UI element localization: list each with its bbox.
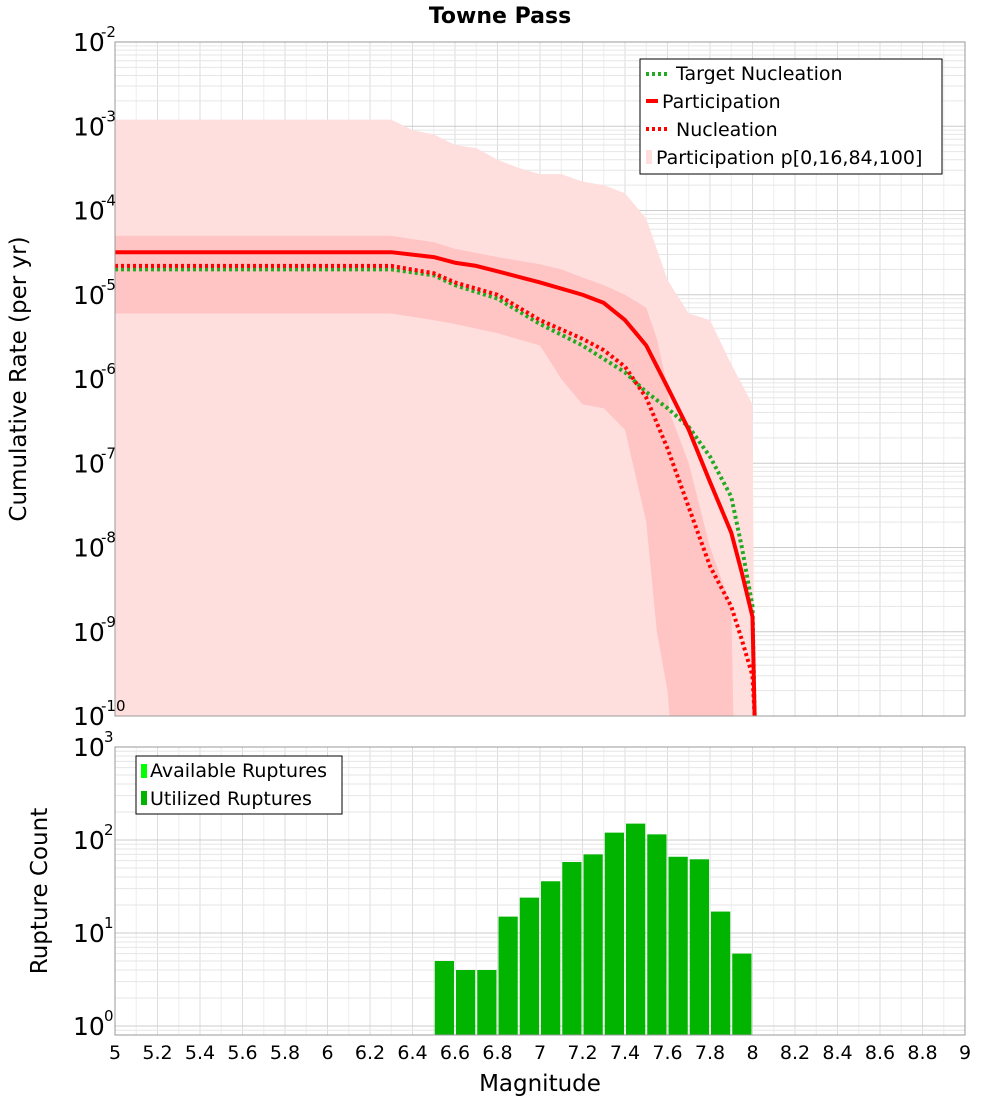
bottom-y-tick-exponent: 3 bbox=[104, 728, 114, 746]
legend-label-participation: Participation bbox=[662, 91, 781, 113]
x-tick-label: 7.6 bbox=[652, 1042, 682, 1064]
bottom-plot-frame bbox=[114, 746, 966, 1036]
legend-swatch-available-ruptures bbox=[141, 764, 147, 778]
bar-utilized-ruptures bbox=[498, 916, 518, 1035]
top-y-tick-exponent: -9 bbox=[101, 613, 116, 631]
x-axis-label: Magnitude bbox=[479, 1071, 601, 1097]
x-tick-label: 5.8 bbox=[270, 1042, 300, 1064]
bar-utilized-ruptures bbox=[519, 897, 539, 1035]
x-tick-label: 5.6 bbox=[227, 1042, 257, 1064]
legend-label-target-nucleation: Target Nucleation bbox=[675, 63, 843, 85]
top-y-tick-label: 10 bbox=[73, 365, 105, 394]
x-tick-label: 8.4 bbox=[822, 1042, 852, 1064]
bar-utilized-ruptures bbox=[541, 881, 561, 1035]
top-y-tick-label: 10 bbox=[73, 197, 105, 226]
x-tick-label: 8 bbox=[746, 1042, 758, 1064]
bottom-y-tick-label: 10 bbox=[73, 826, 105, 855]
chart-title: Towne Pass bbox=[429, 4, 571, 29]
bottom-y-tick-label: 10 bbox=[73, 733, 105, 762]
top-y-tick-label: 10 bbox=[73, 534, 105, 563]
bar-utilized-ruptures bbox=[668, 856, 688, 1035]
bar-utilized-ruptures bbox=[732, 953, 752, 1035]
bottom-y-tick-label: 10 bbox=[73, 1012, 105, 1041]
bar-utilized-ruptures bbox=[477, 969, 497, 1035]
x-tick-label: 7 bbox=[534, 1042, 546, 1064]
top-plot-frame bbox=[114, 41, 966, 717]
x-tick-label: 5 bbox=[109, 1042, 121, 1064]
top-y-axis-label: Cumulative Rate (per yr) bbox=[6, 236, 32, 521]
bottom-y-tick-label: 10 bbox=[73, 919, 105, 948]
x-tick-label: 8.8 bbox=[907, 1042, 937, 1064]
top-y-tick-exponent: -10 bbox=[101, 697, 126, 715]
bottom-y-tick-exponent: 0 bbox=[104, 1007, 114, 1025]
x-tick-label: 8.2 bbox=[780, 1042, 810, 1064]
x-tick-label: 7.4 bbox=[610, 1042, 640, 1064]
bottom-y-tick-exponent: 1 bbox=[104, 914, 114, 932]
x-tick-label: 6.2 bbox=[355, 1042, 385, 1064]
bottom-y-axis-label: Rupture Count bbox=[27, 808, 53, 974]
x-tick-label: 6.4 bbox=[397, 1042, 427, 1064]
top-legend: Target Nucleation Participation Nucleati… bbox=[639, 58, 943, 175]
top-y-tick-label: 10 bbox=[73, 281, 105, 310]
top-y-tick-exponent: -8 bbox=[101, 529, 116, 547]
top-y-tick-label: 10 bbox=[73, 618, 105, 647]
top-legend-box bbox=[639, 58, 943, 175]
top-y-tick-label: 10 bbox=[73, 449, 105, 478]
band-participation-16-84 bbox=[115, 235, 734, 717]
top-lines bbox=[115, 250, 757, 717]
top-y-tick-label: 10 bbox=[73, 112, 105, 141]
x-tick-label: 6.6 bbox=[440, 1042, 470, 1064]
legend-swatch-utilized-ruptures bbox=[141, 791, 147, 805]
legend-label-utilized-ruptures: Utilized Ruptures bbox=[150, 788, 312, 810]
top-bands bbox=[115, 119, 755, 717]
x-tick-label: 5.2 bbox=[142, 1042, 172, 1064]
x-tick-label: 7.2 bbox=[567, 1042, 597, 1064]
bottom-legend: Available Ruptures Utilized Ruptures bbox=[135, 755, 343, 815]
series-target-nucleation bbox=[115, 267, 757, 717]
top-y-tick-exponent: -6 bbox=[101, 360, 116, 378]
bottom-x-ticks: 5 5.2 5.4 5.6 5.8 6 6.2 6.4 6.6 6.8 7 7.2 7.4 7.6 7.8 8… bbox=[109, 1042, 971, 1064]
bar-utilized-ruptures bbox=[689, 859, 709, 1035]
bar-utilized-ruptures bbox=[711, 911, 731, 1035]
bar-utilized-ruptures bbox=[434, 960, 454, 1035]
x-tick-label: 6 bbox=[321, 1042, 333, 1064]
legend-label-available-ruptures: Available Ruptures bbox=[150, 760, 327, 782]
x-tick-label: 6.8 bbox=[482, 1042, 512, 1064]
legend-label-nucleation: Nucleation bbox=[676, 119, 778, 141]
bottom-y-tick-exponent: 2 bbox=[104, 821, 114, 839]
series-nucleation bbox=[115, 263, 757, 717]
top-y-tick-exponent: -3 bbox=[101, 107, 116, 125]
series-participation bbox=[115, 250, 757, 717]
bar-utilized-ruptures bbox=[562, 861, 582, 1035]
bar-utilized-ruptures bbox=[456, 969, 476, 1035]
top-y-tick-label: 10 bbox=[73, 702, 105, 731]
legend-swatch-participation-band bbox=[646, 150, 652, 164]
x-tick-label: 9 bbox=[959, 1042, 971, 1064]
x-tick-label: 8.6 bbox=[865, 1042, 895, 1064]
legend-label-participation-band: Participation p[0,16,84,100] bbox=[656, 147, 922, 169]
top-y-tick-exponent: -7 bbox=[101, 444, 116, 462]
bottom-legend-box bbox=[135, 755, 343, 815]
bar-utilized-ruptures bbox=[647, 834, 667, 1035]
top-y-tick-exponent: -5 bbox=[101, 276, 116, 294]
top-y-tick-exponent: -4 bbox=[101, 192, 116, 210]
bar-utilized-ruptures bbox=[583, 854, 603, 1035]
top-y-tick-label: 10 bbox=[73, 28, 105, 57]
x-tick-label: 7.8 bbox=[695, 1042, 725, 1064]
x-tick-label: 5.4 bbox=[185, 1042, 215, 1064]
bottom-bars bbox=[434, 823, 752, 1035]
bar-utilized-ruptures bbox=[604, 832, 624, 1035]
bar-utilized-ruptures bbox=[626, 823, 646, 1035]
top-y-tick-exponent: -2 bbox=[101, 23, 116, 41]
